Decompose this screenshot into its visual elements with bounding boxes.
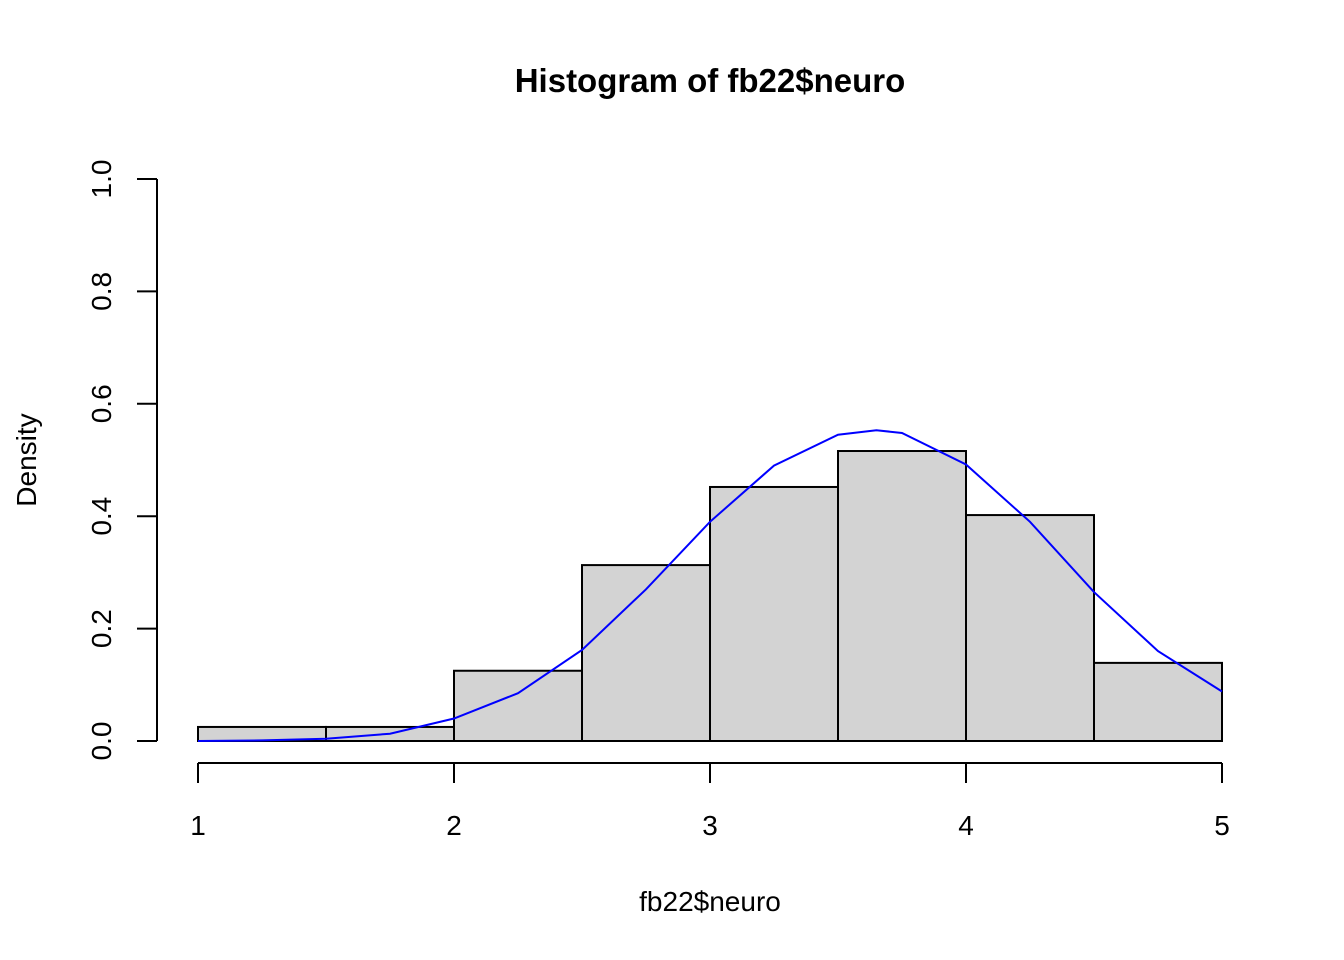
y-axis-label: Density (11, 413, 42, 506)
histogram-bar (453, 669, 583, 742)
chart-title: Histogram of fb22$neuro (515, 62, 906, 99)
y-tick-label: 0.8 (86, 272, 117, 311)
histogram-bar (1093, 661, 1223, 743)
y-axis: 0.0 0.2 0.4 0.6 0.8 1.0 (86, 160, 158, 761)
x-tick-label: 5 (1214, 810, 1230, 841)
histogram-bar (965, 514, 1095, 742)
x-tick-label: 2 (446, 810, 462, 841)
y-tick-label: 1.0 (86, 160, 117, 199)
y-tick-label: 0.4 (86, 497, 117, 536)
histogram-bar (837, 450, 967, 742)
x-axis-label: fb22$neuro (639, 886, 781, 917)
histogram-bar (581, 564, 711, 742)
x-tick-label: 3 (702, 810, 718, 841)
y-tick-label: 0.2 (86, 609, 117, 648)
x-tick-label: 1 (190, 810, 206, 841)
y-tick-label: 0.0 (86, 722, 117, 761)
histogram-bar (709, 485, 839, 743)
histogram-bars (197, 450, 1223, 743)
y-tick-label: 0.6 (86, 384, 117, 423)
x-tick-label: 4 (958, 810, 974, 841)
density-curve (197, 429, 1223, 742)
x-axis: 1 2 3 4 5 (190, 762, 1230, 841)
